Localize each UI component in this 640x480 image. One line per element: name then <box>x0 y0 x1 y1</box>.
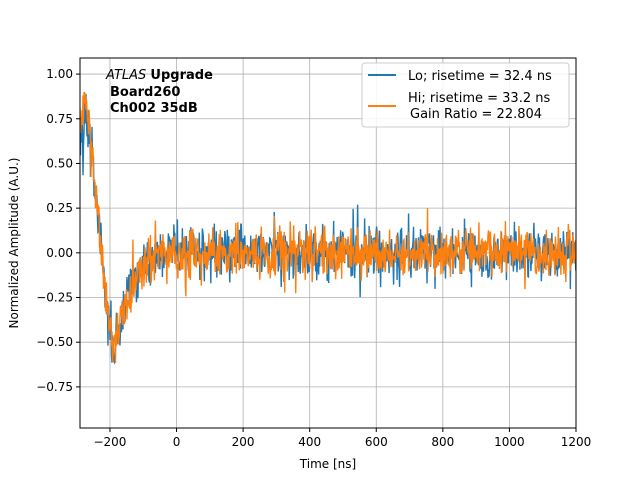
y-tick-label: 0.75 <box>46 112 73 126</box>
annotation: ATLAS Upgrade Board260 Ch002 35dB <box>105 68 213 116</box>
annotation-line-2: Board260 <box>110 85 180 100</box>
plot-frame <box>79 57 577 429</box>
y-axis-label: Normalized Amplitude (A.U.) <box>7 158 21 329</box>
x-tick-label: 400 <box>298 435 321 449</box>
legend-label-hi-line-1: Hi; risetime = 33.2 ns <box>408 91 550 106</box>
x-tick-label: −200 <box>93 435 126 449</box>
y-tick-label: 1.00 <box>46 67 73 81</box>
annotation-line-3: Ch002 35dB <box>110 101 198 116</box>
x-tick-label: 1200 <box>561 435 592 449</box>
x-tick-label: 200 <box>232 435 255 449</box>
x-tick-label: 800 <box>431 435 454 449</box>
y-tick-label: −0.25 <box>36 291 73 305</box>
legend-label-hi: Hi; risetime = 33.2 ns Gain Ratio = 22.8… <box>408 91 554 122</box>
legend: Lo; risetime = 32.4 ns Hi; risetime = 33… <box>361 62 570 128</box>
legend-box <box>361 62 570 128</box>
y-tick-label: 0.50 <box>46 156 73 170</box>
y-tick-label: 0.00 <box>46 246 73 260</box>
x-axis-label: Time [ns] <box>299 457 356 471</box>
series-layer <box>80 91 576 365</box>
legend-label-hi-line-2: Gain Ratio = 22.804 <box>410 107 542 122</box>
annotation-line-1: ATLAS Upgrade <box>105 68 213 83</box>
y-tick-label: 0.25 <box>46 201 73 215</box>
x-tick-label: 1000 <box>494 435 525 449</box>
x-tick-label: 0 <box>173 435 181 449</box>
annotation-upgrade: Upgrade <box>150 68 213 83</box>
ticks: −200 0 200 400 600 800 1000 1200 −0.75 −0.50 −0.25… <box>36 67 591 449</box>
y-tick-label: −0.75 <box>36 380 73 394</box>
x-tick-label: 600 <box>365 435 388 449</box>
legend-label-lo: Lo; risetime = 32.4 ns <box>408 69 552 84</box>
series-line-hi <box>80 91 576 364</box>
annotation-atlas: ATLAS <box>105 68 146 83</box>
y-tick-label: −0.50 <box>36 335 73 349</box>
